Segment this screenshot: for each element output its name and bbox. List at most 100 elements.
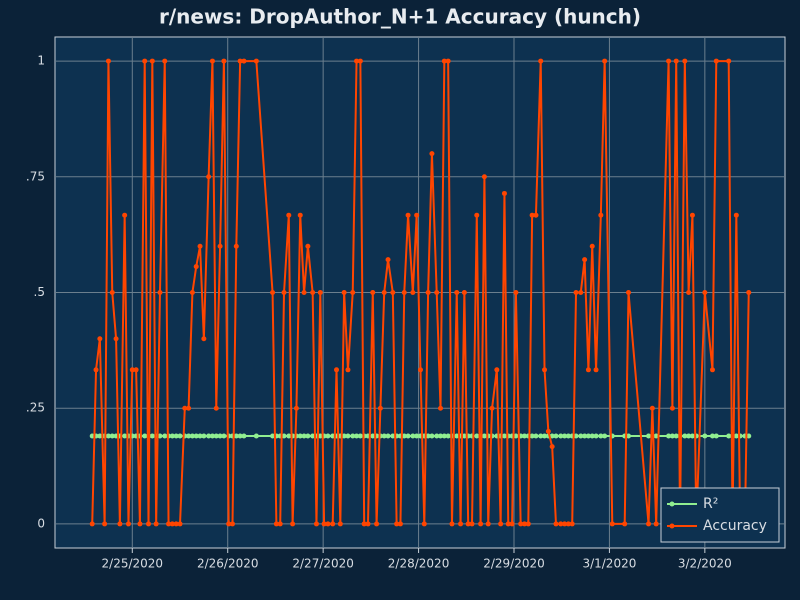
marker — [317, 433, 323, 439]
chart-title: r/news: DropAuthor_N+1 Accuracy (hunch) — [159, 5, 641, 29]
marker — [357, 433, 363, 439]
marker — [97, 433, 103, 439]
legend-marker — [669, 523, 675, 529]
marker — [350, 433, 356, 439]
marker — [357, 58, 363, 64]
marker — [434, 290, 440, 295]
marker — [438, 405, 444, 411]
x-tick-label: 3/1/2020 — [582, 557, 636, 571]
marker — [565, 433, 571, 439]
marker — [569, 521, 575, 527]
marker — [713, 433, 719, 439]
marker — [270, 290, 276, 295]
marker — [542, 367, 548, 373]
marker — [109, 433, 115, 439]
marker — [133, 367, 139, 373]
marker — [201, 336, 207, 342]
marker — [585, 367, 591, 373]
marker — [533, 212, 539, 218]
marker — [686, 433, 692, 439]
marker — [186, 433, 192, 439]
marker — [669, 405, 675, 411]
marker — [533, 433, 539, 439]
marker — [325, 521, 331, 527]
marker — [166, 521, 172, 527]
marker — [669, 433, 675, 439]
marker — [686, 290, 692, 295]
marker — [370, 433, 376, 439]
marker — [653, 521, 659, 527]
marker — [345, 433, 351, 439]
marker — [105, 58, 111, 64]
marker — [454, 433, 460, 439]
marker — [549, 444, 555, 450]
y-tick-label: .25 — [26, 401, 45, 415]
marker — [626, 290, 632, 295]
legend-label: R² — [703, 496, 718, 512]
marker — [538, 433, 544, 439]
legend-marker — [669, 501, 675, 507]
marker — [186, 405, 192, 411]
marker — [458, 521, 464, 527]
marker — [297, 212, 303, 218]
marker — [137, 521, 143, 527]
marker — [474, 433, 480, 439]
marker — [414, 212, 420, 218]
marker — [305, 433, 311, 439]
marker — [233, 433, 239, 439]
legend-box — [660, 487, 780, 543]
marker — [146, 521, 152, 527]
marker — [293, 405, 299, 411]
marker — [549, 433, 555, 439]
marker — [385, 433, 391, 439]
marker — [253, 58, 259, 64]
marker — [553, 433, 559, 439]
marker — [197, 433, 203, 439]
marker — [709, 433, 715, 439]
marker — [421, 521, 427, 527]
marker — [602, 433, 608, 439]
marker — [521, 433, 527, 439]
marker — [689, 212, 695, 218]
marker — [182, 405, 188, 411]
marker — [169, 433, 175, 439]
marker — [206, 433, 212, 439]
marker — [485, 521, 491, 527]
marker — [217, 243, 223, 249]
marker — [401, 290, 407, 295]
marker — [286, 212, 292, 218]
legend-label: Accuracy — [703, 518, 767, 534]
marker — [162, 58, 168, 64]
marker — [226, 521, 232, 527]
marker — [286, 433, 292, 439]
marker — [281, 290, 287, 295]
marker — [381, 433, 387, 439]
marker — [501, 190, 507, 196]
marker — [297, 433, 303, 439]
x-tick-label: 2/26/2020 — [197, 557, 259, 571]
marker — [301, 290, 307, 295]
marker — [301, 433, 307, 439]
marker — [241, 433, 247, 439]
marker — [350, 290, 356, 295]
marker — [209, 58, 215, 64]
marker — [405, 212, 411, 218]
marker — [157, 290, 163, 295]
marker — [553, 521, 559, 527]
marker — [277, 521, 283, 527]
marker — [206, 174, 212, 180]
marker — [513, 290, 519, 295]
marker — [598, 433, 604, 439]
marker — [217, 433, 223, 439]
y-tick-label: 1 — [37, 54, 45, 68]
marker — [390, 290, 396, 295]
marker — [394, 521, 400, 527]
marker — [310, 290, 316, 295]
marker — [653, 433, 659, 439]
marker — [733, 433, 739, 439]
marker — [401, 433, 407, 439]
marker — [310, 433, 316, 439]
marker — [209, 433, 215, 439]
marker — [689, 433, 695, 439]
marker — [354, 58, 360, 64]
